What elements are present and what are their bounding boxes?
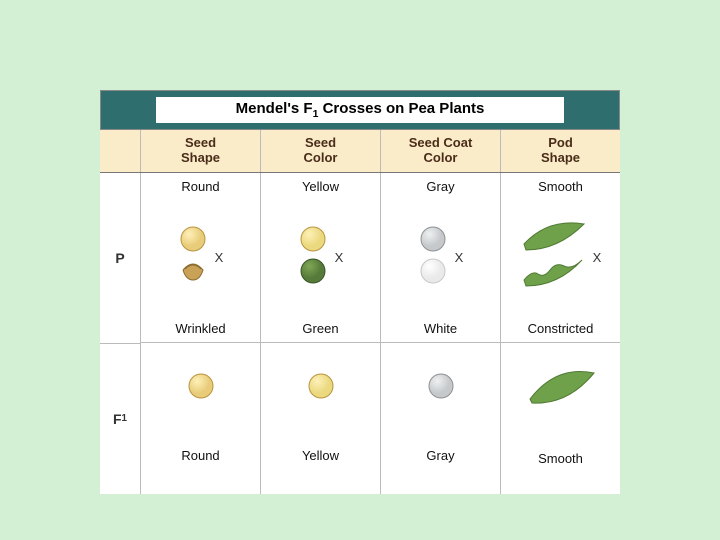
dominant-label: Smooth <box>538 179 583 194</box>
col-seed-coat: Gray X <box>381 173 501 494</box>
row-label-p: P <box>100 173 140 344</box>
p-cell: Gray X <box>381 173 500 343</box>
header-pod-shape: PodShape <box>501 130 620 172</box>
header-seed-coat: Seed CoatColor <box>381 130 501 172</box>
smooth-and-constricted-pod-icon <box>518 220 588 295</box>
f1-cell: Round <box>141 343 260 493</box>
gray-and-white-coat-icon <box>416 225 450 290</box>
cross-x: X <box>593 250 602 265</box>
yellow-seed-icon <box>307 372 335 405</box>
dominant-label: Yellow <box>302 179 339 194</box>
header-seed-color: SeedColor <box>261 130 381 172</box>
row-label-f1: F1 <box>100 344 140 494</box>
recessive-label: Constricted <box>528 321 594 336</box>
dominant-label: Gray <box>426 179 454 194</box>
f1-label: Yellow <box>302 448 339 463</box>
recessive-label: Wrinkled <box>175 321 225 336</box>
cross-x: X <box>335 250 344 265</box>
f1-cell: Smooth <box>501 343 620 493</box>
gray-coat-icon <box>427 372 455 405</box>
title-bar: Mendel's F1 Crosses on Pea Plants <box>100 90 620 130</box>
round-seed-icon <box>176 225 210 290</box>
cross-x: X <box>455 250 464 265</box>
f1-cell: Gray <box>381 343 500 493</box>
title-post: Crosses on Pea Plants <box>318 100 484 117</box>
f1-label: Gray <box>426 448 454 463</box>
dominant-label: Round <box>181 179 219 194</box>
smooth-pod-icon <box>526 369 596 414</box>
recessive-label: Green <box>302 321 338 336</box>
header-spacer <box>100 130 141 172</box>
round-seed-icon <box>187 372 215 405</box>
cross-x: X <box>215 250 224 265</box>
p-cell: Yellow X <box>261 173 380 343</box>
col-seed-color: Yellow X <box>261 173 381 494</box>
p-cell: Round X Wrinkled <box>141 173 260 343</box>
f1-label: Round <box>181 448 219 463</box>
row-labels: P F1 <box>100 173 141 494</box>
header-row: SeedShape SeedColor Seed CoatColor PodSh… <box>100 130 620 173</box>
mendel-table: Mendel's F1 Crosses on Pea Plants SeedSh… <box>100 90 620 494</box>
f1-cell: Yellow <box>261 343 380 493</box>
table-body: P F1 Round <box>100 173 620 494</box>
recessive-label: White <box>424 321 457 336</box>
col-pod-shape: Smooth X Constricted <box>501 173 620 494</box>
col-seed-shape: Round X Wrinkled <box>141 173 261 494</box>
f1-label: Smooth <box>538 451 583 466</box>
p-cell: Smooth X Constricted <box>501 173 620 343</box>
header-seed-shape: SeedShape <box>141 130 261 172</box>
title-pre: Mendel's F <box>236 100 313 117</box>
yellow-and-green-seed-icon <box>296 225 330 290</box>
data-columns: Round X Wrinkled <box>141 173 620 494</box>
